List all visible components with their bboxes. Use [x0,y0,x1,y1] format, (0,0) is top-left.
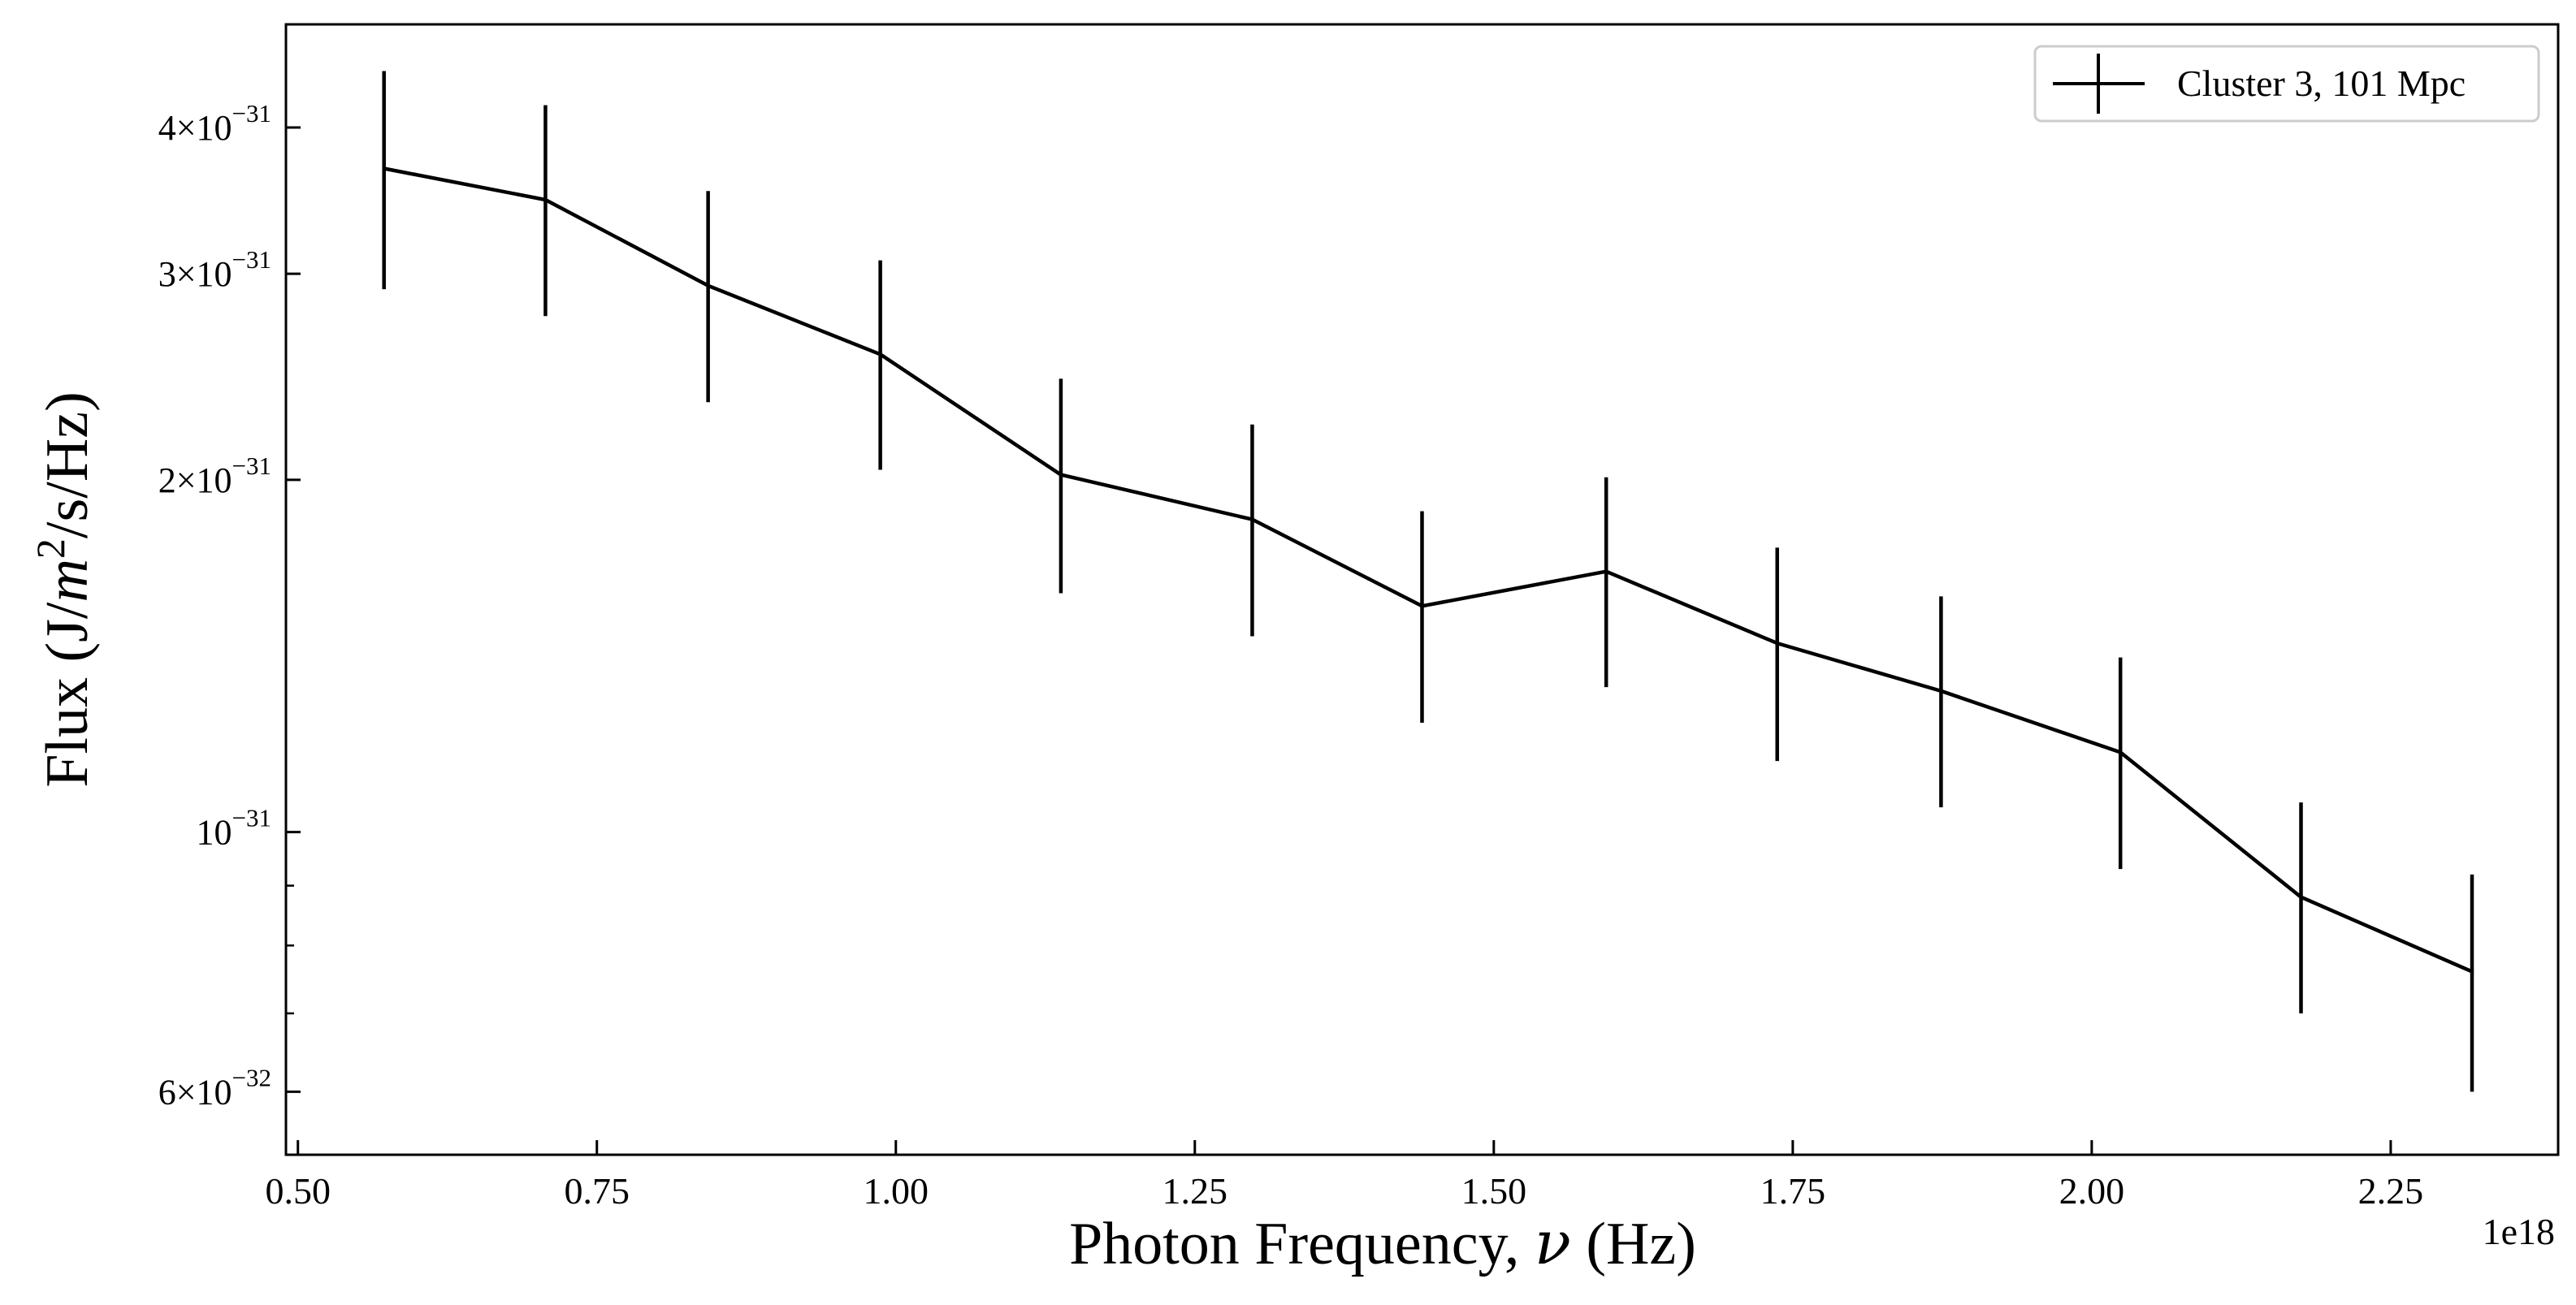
data-point [2470,970,2474,974]
legend-box [2033,45,2540,123]
x-offset-label: 1e18 [2483,1211,2555,1252]
y-tick-label: 10−31 [197,804,271,853]
data-point [878,352,882,356]
data-point [382,166,386,171]
y-tick-label: 2×10−31 [158,452,271,500]
x-tick-label: 0.75 [564,1170,630,1212]
y-axis-label: Flux (J/m2/s/Hz) [28,391,101,788]
data-point [706,283,710,288]
x-tick-label: 2.25 [2358,1170,2424,1212]
x-axis-label: Photon Frequency, ν (Hz) [1069,1208,1696,1278]
data-point [543,197,548,202]
y-tick-label: 6×10−32 [158,1063,271,1112]
x-tick-label: 1.75 [1760,1170,1826,1212]
x-tick-label: 1.25 [1162,1170,1228,1212]
data-point [2299,895,2303,899]
data-point [1604,569,1608,573]
plot-frame [284,23,2560,1156]
legend: Cluster 3, 101 Mpc [2033,45,2540,123]
x-tick-label: 1.50 [1461,1170,1527,1212]
x-tick-label: 2.00 [2059,1170,2125,1212]
x-tick-label: 0.50 [265,1170,331,1212]
data-point [1420,604,1424,608]
data-point [1059,473,1063,477]
data-point [2119,750,2123,754]
data-point [1775,641,1779,646]
y-tick-label: 3×10−31 [158,245,271,294]
y-tick-label: 4×10−31 [158,99,271,148]
data-point [1939,689,1943,694]
data-point [1250,517,1254,521]
legend-label: Cluster 3, 101 Mpc [2177,63,2466,104]
x-tick-label: 1.00 [864,1170,929,1212]
